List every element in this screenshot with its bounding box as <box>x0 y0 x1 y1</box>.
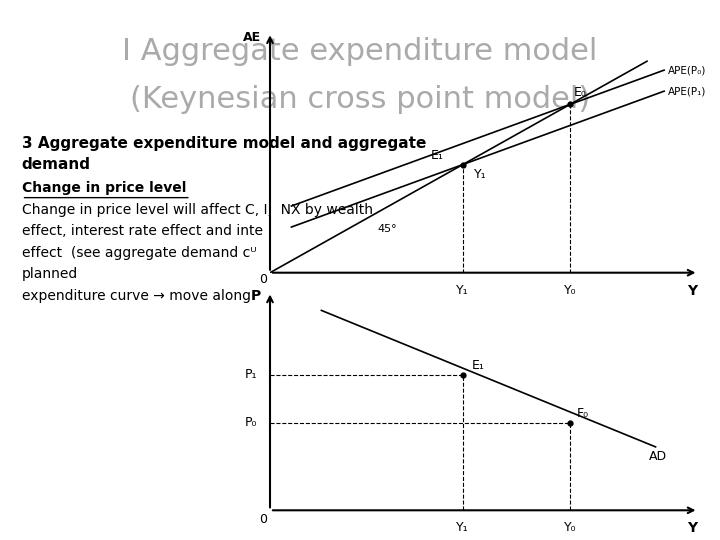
Text: Y₀: Y₀ <box>564 284 576 296</box>
Text: demand: demand <box>22 157 91 172</box>
Text: expenditure curve → move along: expenditure curve → move along <box>22 289 251 303</box>
Text: (Keynesian cross point model): (Keynesian cross point model) <box>130 85 590 114</box>
Text: Y₀: Y₀ <box>564 521 576 534</box>
Text: 0: 0 <box>260 273 268 286</box>
Text: AD: AD <box>649 450 667 463</box>
Text: Y₁: Y₁ <box>456 521 469 534</box>
Text: P₀: P₀ <box>245 416 257 429</box>
Text: 45°: 45° <box>377 224 397 234</box>
Text: 3 Aggregate expenditure model and aggregate: 3 Aggregate expenditure model and aggreg… <box>22 136 426 151</box>
Text: Y₁: Y₁ <box>456 284 469 296</box>
Text: APE(P₁): APE(P₁) <box>668 86 707 96</box>
Text: I Aggregate expenditure model: I Aggregate expenditure model <box>122 37 598 66</box>
Text: P₁: P₁ <box>245 368 257 381</box>
Text: E₀: E₀ <box>574 86 587 99</box>
Text: Y₁: Y₁ <box>474 168 486 181</box>
Text: AE: AE <box>243 31 261 44</box>
Text: F₀: F₀ <box>576 407 588 420</box>
Text: effect  (see aggregate demand cᵁ: effect (see aggregate demand cᵁ <box>22 246 256 260</box>
Text: E₁: E₁ <box>431 148 444 161</box>
Text: effect, interest rate effect and inte: effect, interest rate effect and inte <box>22 224 263 238</box>
Text: planned: planned <box>22 267 78 281</box>
Text: P: P <box>251 289 261 303</box>
Text: Y: Y <box>687 284 697 298</box>
Text: 0: 0 <box>260 512 268 525</box>
Text: Y: Y <box>687 521 697 535</box>
Text: E₁: E₁ <box>472 359 485 372</box>
Text: Change in price level will affect C, I,  NX by wealth: Change in price level will affect C, I, … <box>22 202 373 217</box>
Text: APE(P₀): APE(P₀) <box>668 65 707 75</box>
Text: Change in price level: Change in price level <box>22 181 186 195</box>
